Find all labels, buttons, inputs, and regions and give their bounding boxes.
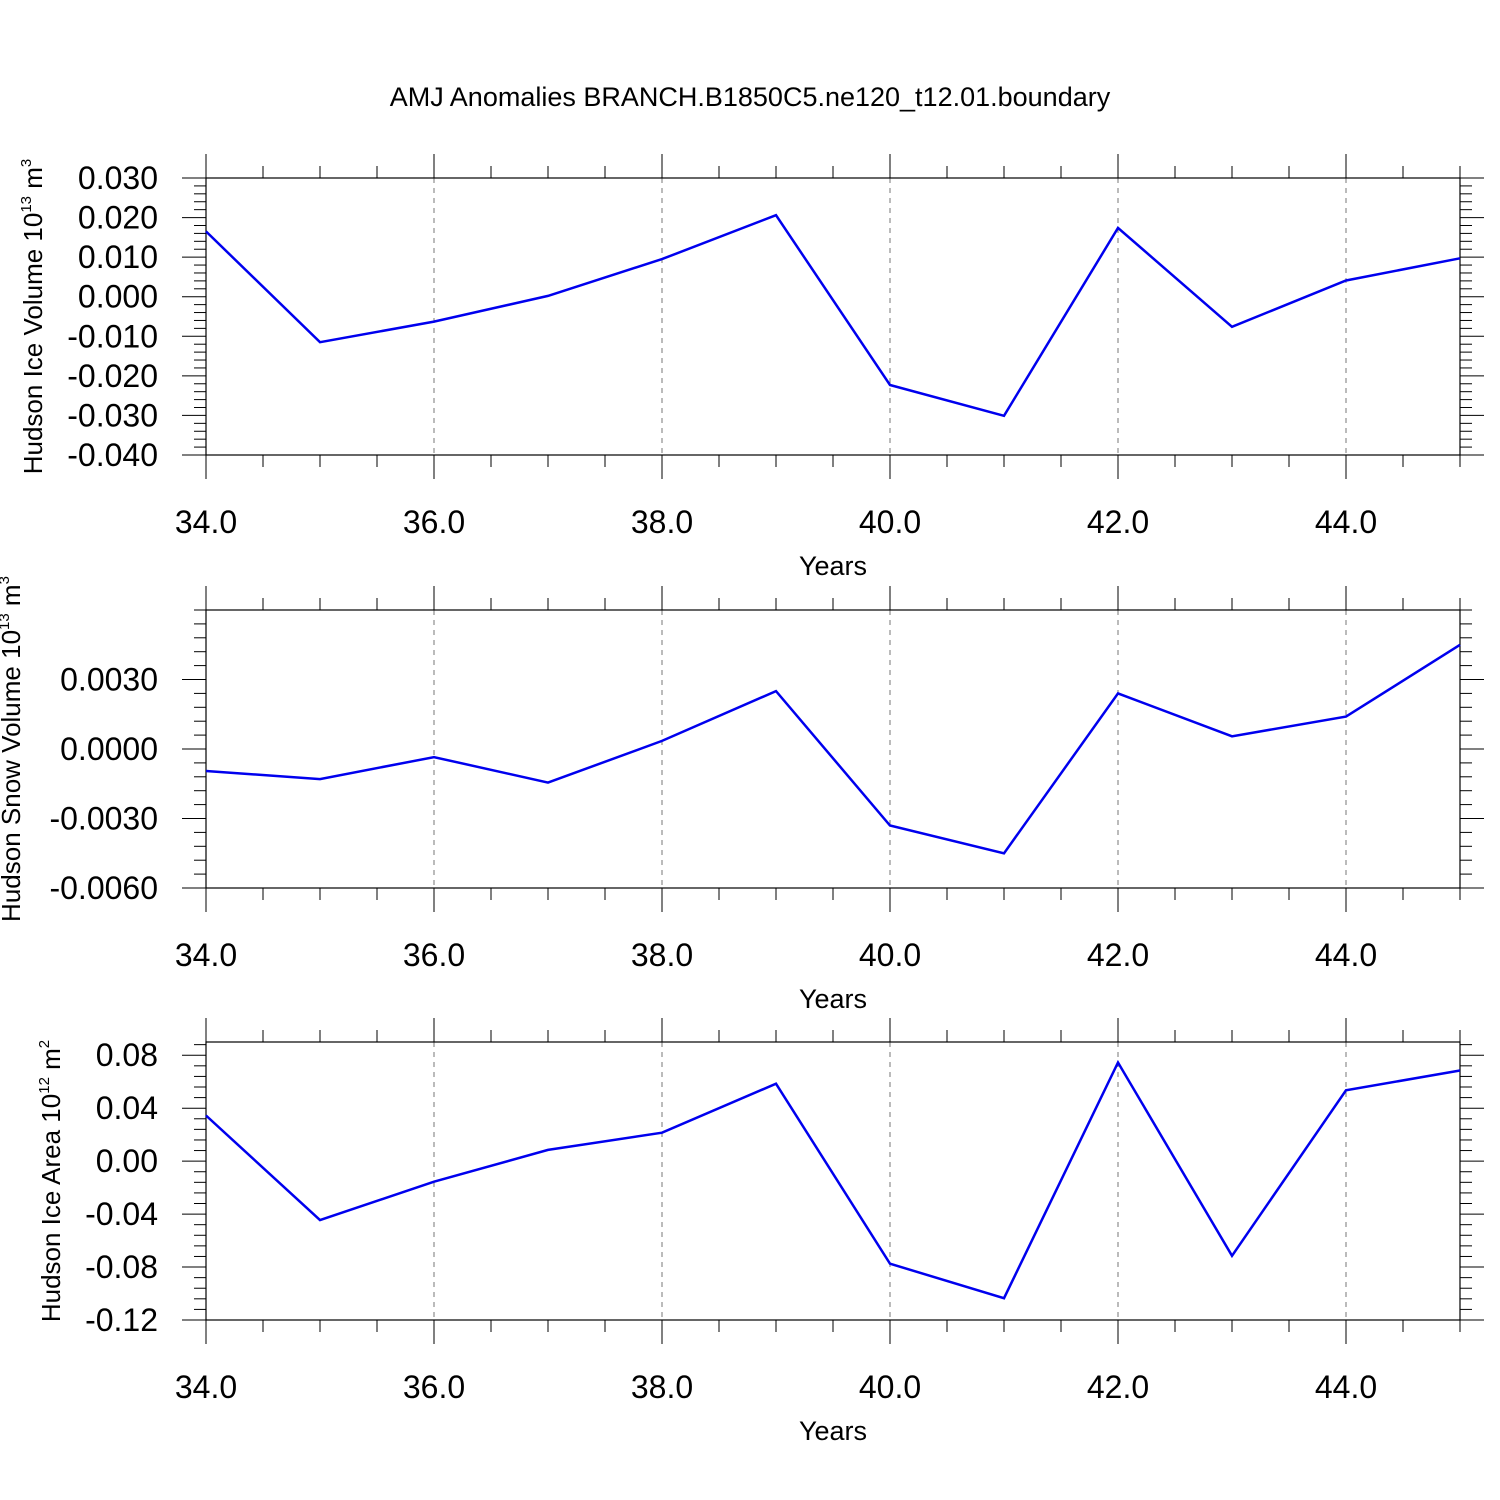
y-tick-label: 0.020 xyxy=(78,200,158,236)
x-tick-label: 44.0 xyxy=(1315,937,1377,973)
x-axis-label: Years xyxy=(799,1416,867,1446)
plot-frame xyxy=(205,1041,1461,1321)
x-tick-label: 40.0 xyxy=(859,1369,921,1405)
plot-frame xyxy=(205,177,1461,456)
x-tick-label: 38.0 xyxy=(631,1369,693,1405)
x-axis-label: Years xyxy=(799,551,867,581)
y-axis-label-exponent: 13 xyxy=(0,613,13,630)
y-axis-label-unit-exponent: 3 xyxy=(0,576,13,584)
plot-frame xyxy=(205,609,1461,889)
y-tick-label: -0.08 xyxy=(85,1249,158,1285)
series-line xyxy=(205,643,1461,855)
y-axis-label-unit-exponent: 3 xyxy=(18,159,35,167)
x-tick-label: 36.0 xyxy=(403,937,465,973)
panel-ice-area: 34.0 36.0 38.0 40.0 42.0 44.0 -0.12 -0.08 -0.04 0… xyxy=(36,1018,1484,1446)
panel-snow-volume: 34.0 36.0 38.0 40.0 42.0 44.0 -0.0060 -0.0030 0.… xyxy=(0,576,1484,1014)
figure-title: AMJ Anomalies BRANCH.B1850C5.ne120_t12.0… xyxy=(390,82,1111,112)
y-axis-label-base: Hudson Ice Volume 10 xyxy=(18,213,48,475)
y-axis-label-unit: m xyxy=(0,584,26,613)
x-tick-label: 34.0 xyxy=(175,504,237,540)
y-tick-label: 0.00 xyxy=(96,1143,158,1179)
x-tick-label: 38.0 xyxy=(631,504,693,540)
x-tick-label: 42.0 xyxy=(1087,937,1149,973)
y-tick-label: -0.020 xyxy=(67,358,158,394)
x-tick-label: 34.0 xyxy=(175,937,237,973)
y-tick-label: -0.04 xyxy=(85,1196,158,1232)
y-tick-label: -0.030 xyxy=(67,397,158,433)
x-tick-label: 42.0 xyxy=(1087,1369,1149,1405)
y-axis-label-exponent: 13 xyxy=(18,196,35,213)
y-tick-label: -0.040 xyxy=(67,437,158,473)
x-tick-label: 36.0 xyxy=(403,1369,465,1405)
x-tick-label: 38.0 xyxy=(631,937,693,973)
y-axis-label-unit: m xyxy=(36,1048,66,1077)
x-tick-label: 44.0 xyxy=(1315,1369,1377,1405)
series-line xyxy=(205,213,1461,418)
x-tick-label: 40.0 xyxy=(859,937,921,973)
y-tick-label: -0.010 xyxy=(67,318,158,354)
x-tick-label: 42.0 xyxy=(1087,504,1149,540)
y-axis-label-unit: m xyxy=(18,167,48,196)
panel-ice-volume: 34.0 36.0 38.0 40.0 42.0 44.0-0.040-0.030-0.0… xyxy=(18,154,1484,581)
x-tick-label: 40.0 xyxy=(859,504,921,540)
y-tick-label: 0.0030 xyxy=(60,662,158,698)
y-axis-label: Hudson Ice Area 1012 m2 xyxy=(36,1040,66,1322)
y-tick-label: 0.08 xyxy=(96,1037,158,1073)
y-tick-label: -0.0030 xyxy=(49,801,158,837)
y-tick-label: 0.0000 xyxy=(60,731,158,767)
y-tick-label: 0.000 xyxy=(78,279,158,315)
x-tick-label: 44.0 xyxy=(1315,504,1377,540)
y-axis-label: Hudson Snow Volume 1013 m3 xyxy=(0,576,26,922)
x-axis-label: Years xyxy=(799,984,867,1014)
y-axis-label-exponent: 12 xyxy=(36,1077,53,1094)
y-tick-label: 0.04 xyxy=(96,1090,158,1126)
y-axis-label: Hudson Ice Volume 1013 m3 xyxy=(18,159,48,475)
y-axis-label-base: Hudson Snow Volume 10 xyxy=(0,630,26,922)
x-tick-label: 34.0 xyxy=(175,1369,237,1405)
y-tick-label: 0.030 xyxy=(78,160,158,196)
y-tick-label: 0.010 xyxy=(78,239,158,275)
y-tick-label: -0.12 xyxy=(85,1302,158,1338)
x-tick-label: 36.0 xyxy=(403,504,465,540)
y-axis-label-unit-exponent: 2 xyxy=(36,1040,53,1048)
series-line xyxy=(205,1059,1461,1300)
y-tick-label: -0.0060 xyxy=(49,870,158,906)
y-axis-label-base: Hudson Ice Area 10 xyxy=(36,1094,66,1322)
